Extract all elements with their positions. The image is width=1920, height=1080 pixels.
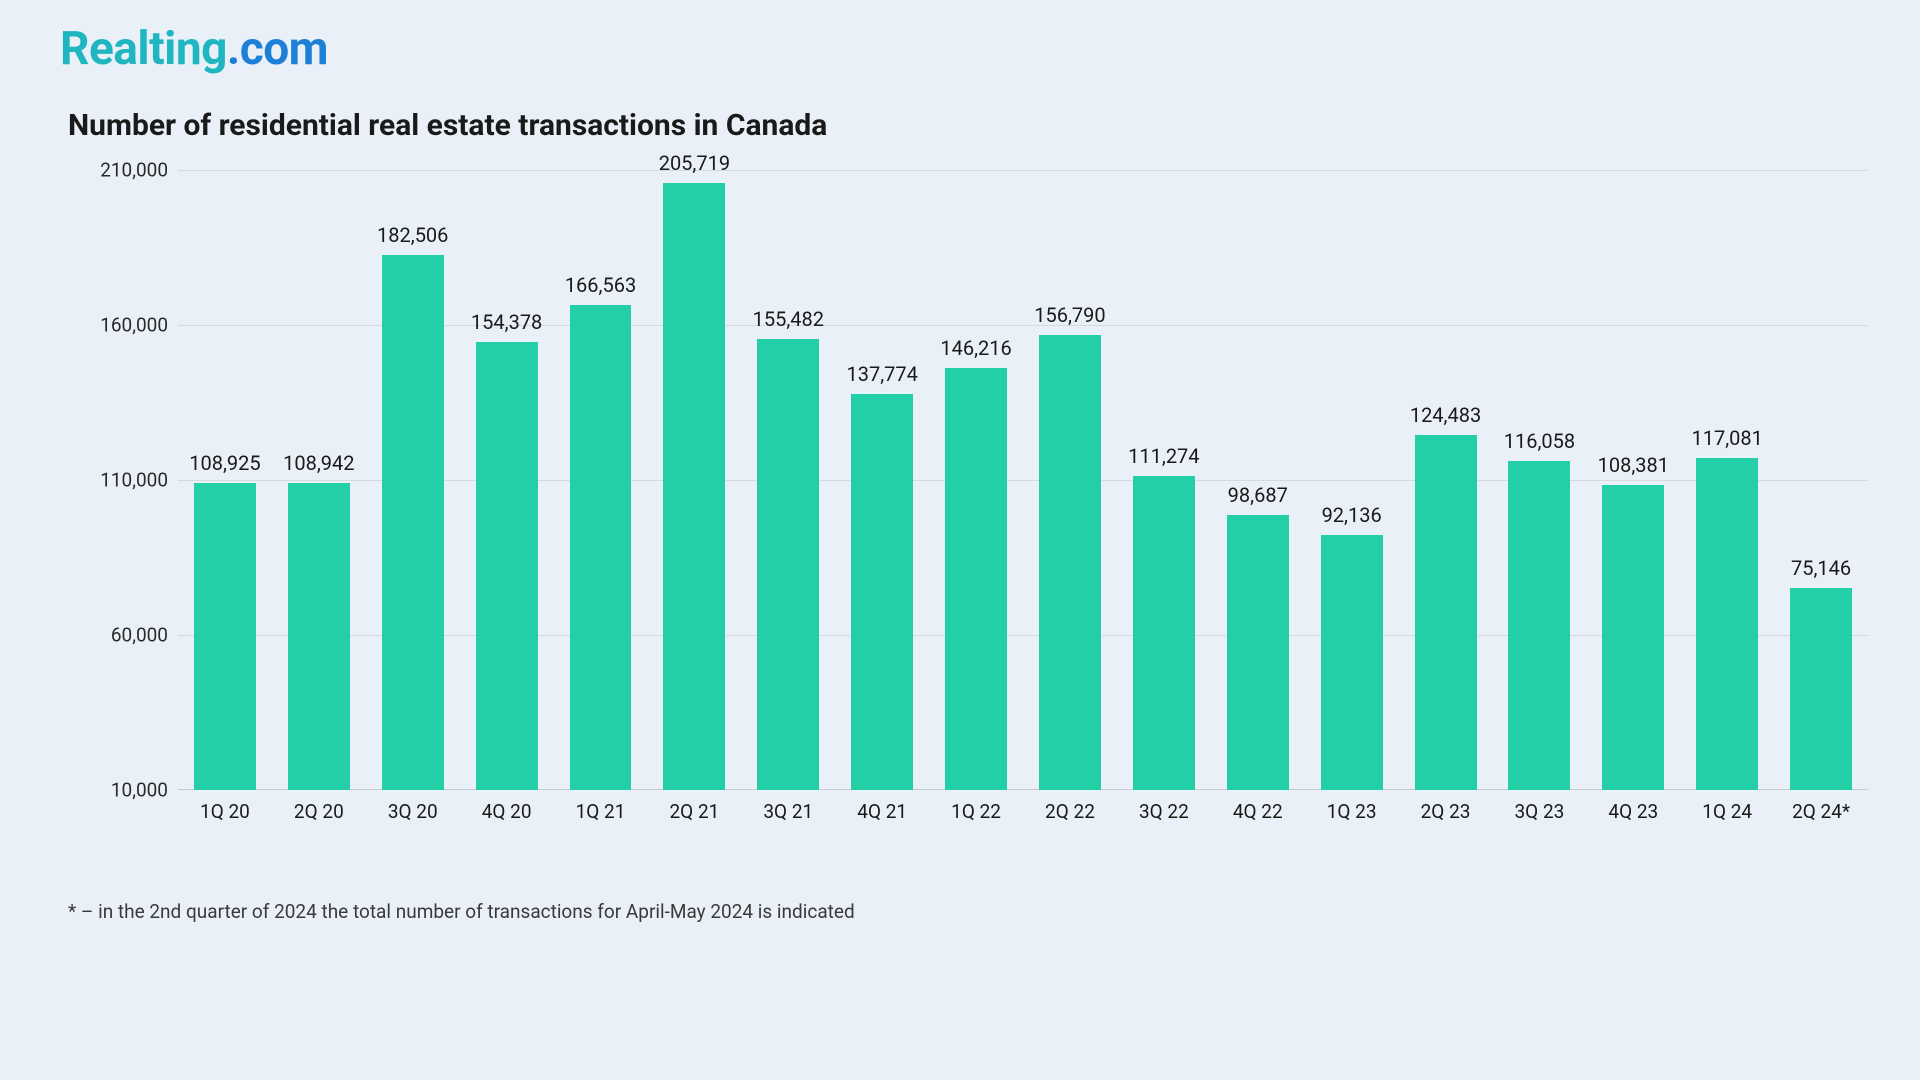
bar: [382, 255, 444, 790]
bar-value-label: 111,274: [1117, 444, 1211, 468]
x-tick-label: 2Q 20: [272, 790, 366, 830]
brand-logo: Realting.com: [60, 22, 328, 76]
bar: [1039, 335, 1101, 790]
bar: [570, 305, 632, 790]
bar-value-label: 205,719: [647, 151, 741, 175]
bar: [1321, 535, 1383, 790]
x-tick-label: 3Q 21: [741, 790, 835, 830]
bar-slot: 108,925: [178, 170, 272, 790]
bar-value-label: 182,506: [366, 223, 460, 247]
bars-container: 108,925108,942 182,506 154,378166,563205,7…: [178, 170, 1868, 790]
bar: [1696, 458, 1758, 790]
bar-slot: 154,378: [460, 170, 554, 790]
bar-value-label: 166,563: [554, 273, 648, 297]
bar-slot: 117,081: [1680, 170, 1774, 790]
y-tick-label: 210,000: [68, 159, 168, 182]
bar: [476, 342, 538, 790]
x-tick-label: 4Q 21: [835, 790, 929, 830]
bar-slot: 182,506: [366, 170, 460, 790]
bar-value-label: 156,790: [1023, 303, 1117, 327]
x-tick-label: 1Q 24: [1680, 790, 1774, 830]
bar-value-label: 146,216: [929, 336, 1023, 360]
bar-value-label: 116,058: [1492, 429, 1586, 453]
bar: [1602, 485, 1664, 790]
x-tick-label: 2Q 21: [647, 790, 741, 830]
bar-slot: 108,381: [1586, 170, 1680, 790]
bar: [1227, 515, 1289, 790]
bar: [757, 339, 819, 790]
logo-text-part1: Realting: [60, 22, 227, 76]
bar-value-label: 108,942: [272, 451, 366, 475]
bar-chart: 10,00060,000110,000160,000210,000 108,92…: [68, 170, 1868, 830]
bar-value-label: 92,136: [1305, 503, 1399, 527]
x-tick-label: 4Q 20: [460, 790, 554, 830]
bar: [288, 483, 350, 790]
bar-value-label: 155,482: [741, 307, 835, 331]
bar-value-label: 137,774: [835, 362, 929, 386]
bar: [1133, 476, 1195, 790]
bar-slot: 111,274: [1117, 170, 1211, 790]
bar-slot: 137,774: [835, 170, 929, 790]
bar-slot: 124,483: [1399, 170, 1493, 790]
bar-value-label: 154,378: [460, 310, 554, 334]
y-tick-label: 10,000: [68, 779, 168, 802]
bar-slot: 155,482: [741, 170, 835, 790]
x-axis-labels: 1Q 202Q 203Q 204Q 201Q 212Q 213Q 214Q 21…: [178, 790, 1868, 830]
bar-slot: 92,136: [1305, 170, 1399, 790]
bar: [1508, 461, 1570, 790]
x-tick-label: 1Q 22: [929, 790, 1023, 830]
bar-slot: 166,563: [554, 170, 648, 790]
x-tick-label: 2Q 24*: [1774, 790, 1868, 830]
x-tick-label: 1Q 23: [1305, 790, 1399, 830]
x-tick-label: 1Q 21: [554, 790, 648, 830]
chart-title: Number of residential real estate transa…: [68, 108, 827, 143]
x-tick-label: 2Q 23: [1399, 790, 1493, 830]
bar: [1415, 435, 1477, 790]
bar-value-label: 98,687: [1211, 483, 1305, 507]
bar: [663, 183, 725, 790]
bar-value-label: 75,146: [1774, 556, 1868, 580]
x-tick-label: 3Q 23: [1492, 790, 1586, 830]
logo-text-part2: .com: [227, 22, 328, 76]
bar-value-label: 117,081: [1680, 426, 1774, 450]
bar-slot: 75,146: [1774, 170, 1868, 790]
y-tick-label: 160,000: [68, 314, 168, 337]
x-tick-label: 2Q 22: [1023, 790, 1117, 830]
bar: [851, 394, 913, 790]
bar: [194, 483, 256, 790]
y-tick-label: 110,000: [68, 469, 168, 492]
x-tick-label: 4Q 22: [1211, 790, 1305, 830]
bar-slot: 205,719: [647, 170, 741, 790]
bar-value-label: 124,483: [1399, 403, 1493, 427]
bar-slot: 156,790: [1023, 170, 1117, 790]
x-tick-label: 1Q 20: [178, 790, 272, 830]
x-tick-label: 3Q 22: [1117, 790, 1211, 830]
chart-footnote: * – in the 2nd quarter of 2024 the total…: [68, 900, 855, 923]
bar: [945, 368, 1007, 790]
bar-slot: 146,216: [929, 170, 1023, 790]
bar-slot: 108,942: [272, 170, 366, 790]
x-tick-label: 4Q 23: [1586, 790, 1680, 830]
x-tick-label: 3Q 20: [366, 790, 460, 830]
bar: [1790, 588, 1852, 790]
y-tick-label: 60,000: [68, 624, 168, 647]
bar-value-label: 108,925: [178, 451, 272, 475]
bar-value-label: 108,381: [1586, 453, 1680, 477]
bar-slot: 116,058: [1492, 170, 1586, 790]
bar-slot: 98,687: [1211, 170, 1305, 790]
